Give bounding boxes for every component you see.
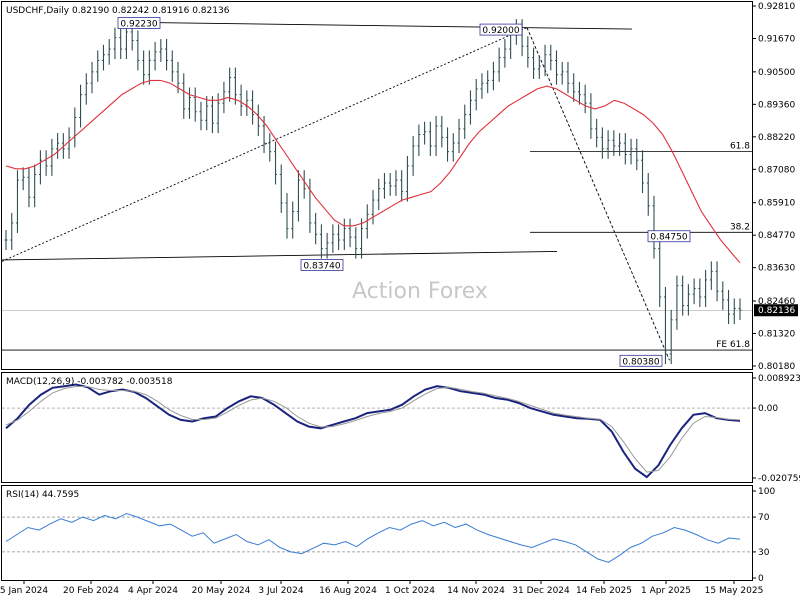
price-annotation: 0.83740 xyxy=(300,259,344,272)
rsi-axis-label: 100 xyxy=(758,487,775,497)
rsi-axis-label: 70 xyxy=(758,513,770,523)
price-annotation: 0.92230 xyxy=(117,17,161,30)
price-annotation-label: 0.92230 xyxy=(120,20,157,30)
rsi-layer xyxy=(2,513,752,563)
price-axis-label: 0.82460 xyxy=(758,297,795,307)
price-axis-label: 0.85910 xyxy=(758,199,795,209)
x-axis-label: 14 Feb 2025 xyxy=(576,586,632,596)
price-annotation: 0.84750 xyxy=(647,230,691,243)
x-axis-label: 31 Dec 2024 xyxy=(512,586,570,596)
price-chart-title: USDCHF,Daily 0.82190 0.82242 0.81916 0.8… xyxy=(6,6,230,16)
price-annotation-box xyxy=(117,17,161,29)
fib-level-label: FE 61.8 xyxy=(716,340,750,350)
x-axis-label: 20 Feb 2024 xyxy=(63,586,119,596)
price-annotation-label: 0.83740 xyxy=(303,262,340,272)
rsi-pane xyxy=(1,485,753,581)
rsi-axis-label: 0 xyxy=(758,574,764,584)
price-annotation-box xyxy=(647,230,691,243)
macd-axis-label: -0.020759 xyxy=(758,474,800,484)
x-axis-label: 16 Aug 2024 xyxy=(319,586,377,596)
price-axis-label: 0.80180 xyxy=(758,362,795,372)
price-annotation-box xyxy=(619,354,663,367)
price-axis-label: 0.81320 xyxy=(758,330,795,340)
price-axis-label: 0.90500 xyxy=(758,68,795,78)
moving-average-line xyxy=(5,79,741,264)
macd-layer xyxy=(2,383,752,479)
price-annotation-label: 0.92000 xyxy=(482,26,519,36)
macd-axis-label: 0.00 xyxy=(758,404,778,414)
trendline xyxy=(526,27,670,361)
price-axis-label: 0.91670 xyxy=(758,34,795,44)
price-axis-label: 0.88220 xyxy=(758,133,795,143)
x-axis-label: 20 May 2024 xyxy=(192,586,251,596)
price-annotation: 0.92000 xyxy=(479,23,523,36)
macd-title: MACD(12,26,9) -0.003782 -0.003518 xyxy=(6,377,173,387)
fib-level-label: 61.8 xyxy=(730,141,750,151)
price-annotation-label: 0.80380 xyxy=(622,357,659,367)
x-axis-label: 5 Jan 2024 xyxy=(0,586,48,596)
macd-pane xyxy=(1,372,753,483)
price-axis-label: 0.89360 xyxy=(758,100,795,110)
price-pane xyxy=(1,1,753,370)
price-axis-label: 0.92810 xyxy=(758,2,795,12)
rsi-axis-label: 30 xyxy=(758,548,770,558)
rsi-line xyxy=(5,513,741,563)
rsi-title: RSI(14) 44.7595 xyxy=(6,490,79,500)
price-annotation: 0.80380 xyxy=(619,354,663,367)
x-axis-label: 1 Oct 2024 xyxy=(385,586,435,596)
x-axis-label: 14 Nov 2024 xyxy=(447,586,505,596)
last-price-badge-label: 0.82136 xyxy=(758,306,795,316)
x-axis-label: 15 May 2025 xyxy=(705,586,764,596)
trendline xyxy=(1,250,558,261)
x-axis-label: 1 Apr 2025 xyxy=(641,586,691,596)
last-price-badge-bg xyxy=(754,304,798,317)
trendline xyxy=(151,22,633,30)
price-annotation-label: 0.84750 xyxy=(650,233,687,243)
price-axis-label: 0.83630 xyxy=(758,264,795,274)
macd-axis-label: 0.008923 xyxy=(758,374,800,384)
fib-level-label: 38.2 xyxy=(730,222,750,232)
macd-signal-line xyxy=(5,386,741,473)
last-price-badge: 0.82136 xyxy=(754,304,798,317)
price-annotation-box xyxy=(300,259,344,271)
watermark: Action Forex xyxy=(352,279,488,304)
x-axis-label: 3 Jul 2024 xyxy=(258,586,303,596)
price-axis-label: 0.87080 xyxy=(758,165,795,175)
x-axis-label: 4 Apr 2024 xyxy=(128,586,178,596)
price-layer: 61.8 38.2 FE 61.8 0.92230 0.92000 0.84750 0.83… xyxy=(1,17,798,367)
price-annotation-box xyxy=(479,23,523,36)
price-axis-label: 0.84770 xyxy=(758,231,795,241)
